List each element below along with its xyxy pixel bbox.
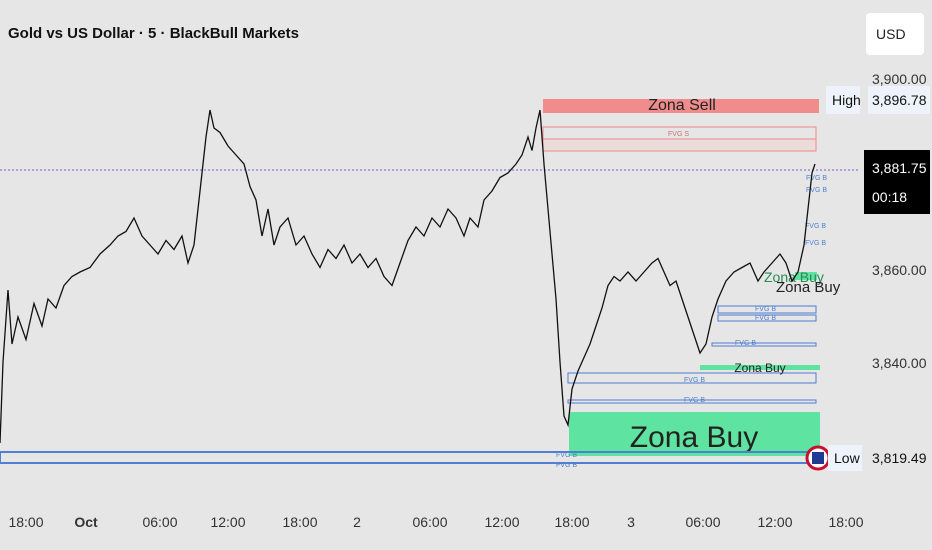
x-tick-label: Oct: [74, 514, 98, 530]
x-tick-label: 2: [353, 514, 361, 530]
x-tick-label: 12:00: [210, 514, 245, 530]
fvg-buy-label-5: FVG B: [684, 397, 705, 404]
zone-buy-large-rect: [569, 412, 820, 456]
high-label-box: [826, 86, 860, 114]
fvg-low-label-1: FVG B: [556, 452, 577, 459]
zone-buy-small-label: Zona Buy: [776, 279, 841, 296]
fvg-buy-label-4: FVG B: [684, 377, 705, 384]
low-label: Low: [834, 450, 861, 466]
high-label: High: [832, 92, 861, 108]
time-axis: 18:00 Oct 06:00 12:00 18:00 2 06:00 12:00 18:00 3…: [8, 514, 863, 530]
high-value-box: [868, 86, 930, 114]
fvg-buy-box-3: [711, 342, 817, 347]
x-tick-label: 06:00: [142, 514, 177, 530]
x-tick-label: 12:00: [484, 514, 519, 530]
chart-title: Gold vs US Dollar · 5 · BlackBull Market…: [8, 25, 299, 42]
fvg-buy-box-5: [567, 399, 817, 404]
low-value: 3,819.49: [872, 450, 927, 466]
currency-button[interactable]: USD: [866, 13, 924, 55]
low-label-box: [828, 445, 862, 471]
fvg-buy-label-9: FVG B: [806, 187, 827, 194]
fvg-buy-box-4: [567, 372, 817, 384]
zone-buy-small-rect: [795, 272, 817, 280]
zone-buy-mid-label: Zona Buy: [734, 361, 785, 375]
zone-sell-label: Zona Sell: [648, 97, 716, 114]
current-price-value: 3,881.75: [872, 160, 927, 176]
x-tick-label: 12:00: [757, 514, 792, 530]
price-line: [0, 109, 816, 444]
x-tick-label: 3: [627, 514, 635, 530]
zone-sell-rect: [543, 99, 819, 113]
fvg-buy-box-2: [717, 314, 817, 322]
x-tick-label: 18:00: [8, 514, 43, 530]
fvg-buy-label-8: FVG B: [806, 175, 827, 182]
x-tick-label: 06:00: [685, 514, 720, 530]
x-tick-label: 18:00: [282, 514, 317, 530]
countdown-timer: 00:18: [872, 189, 907, 205]
fvg-buy-label-7: FVG B: [805, 240, 826, 247]
high-value: 3,896.78: [872, 92, 927, 108]
fvg-sell-box-2: [542, 138, 817, 152]
zone-buy-mid-rect: [700, 365, 820, 370]
x-tick-label: 18:00: [828, 514, 863, 530]
fvg-buy-label-1: FVG B: [755, 306, 776, 313]
y-tick-3860: 3,860.00: [872, 262, 927, 278]
us-flag-icon-stripes: [812, 452, 824, 464]
fvg-buy-label-2: FVG B: [755, 315, 776, 322]
fvg-low-label-2: FVG B: [556, 462, 577, 469]
x-tick-label: 18:00: [554, 514, 589, 530]
fvg-buy-label-6: FVG B: [805, 223, 826, 230]
fvg-buy-label-3: FVG B: [735, 340, 756, 347]
y-tick-3840: 3,840.00: [872, 355, 927, 371]
zone-buy-large-label: Zona Buy: [630, 421, 758, 454]
fvg-buy-box-1: [717, 305, 817, 314]
fvg-sell-label: FVG S: [668, 131, 689, 138]
y-tick-3900: 3,900.00: [872, 71, 927, 87]
x-tick-label: 06:00: [412, 514, 447, 530]
current-price-box: [864, 150, 930, 214]
